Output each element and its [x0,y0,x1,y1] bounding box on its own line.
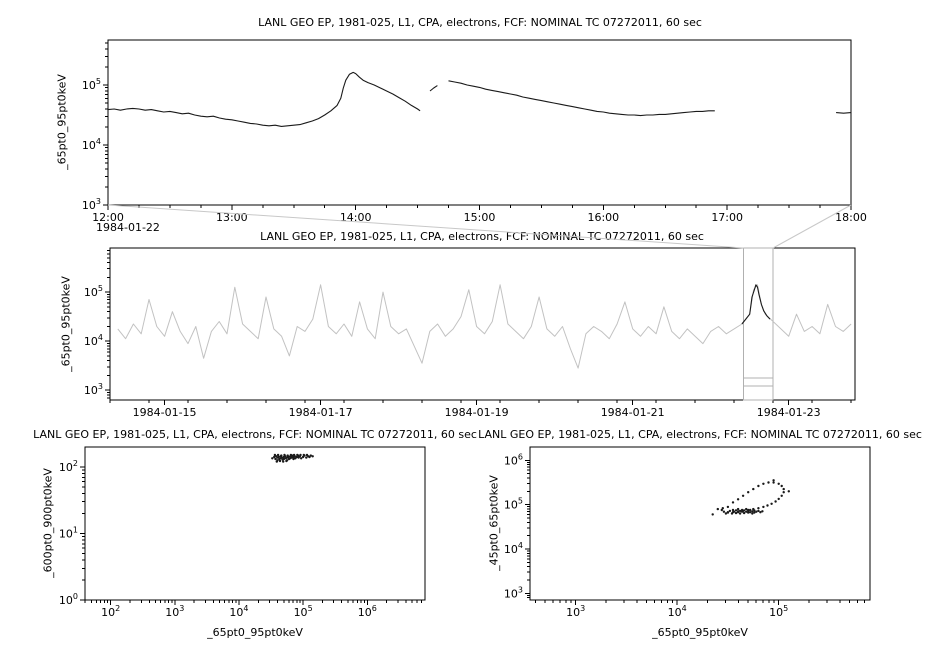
svg-text:1984-01-21: 1984-01-21 [601,406,665,419]
svg-text:106: 106 [504,452,523,467]
x-axis-label-scatter-left: _65pt0_95pt0keV [207,626,303,639]
svg-text:104: 104 [229,604,248,619]
svg-text:14:00: 14:00 [340,211,372,224]
x-axis-label-scatter-right: _65pt0_95pt0keV [652,626,748,639]
svg-text:105: 105 [82,77,101,92]
plot-title-scatter-right: LANL GEO EP, 1981-025, L1, CPA, electron… [478,428,922,441]
timeseries-plot-top[interactable]: 12:00 13:00 14:00 15:00 16:00 17:00 18:00 103 10… [0,0,926,232]
svg-text:104: 104 [504,541,523,556]
svg-text:102: 102 [101,604,120,619]
svg-text:101: 101 [59,525,78,540]
svg-text:103: 103 [566,604,585,619]
svg-text:100: 100 [59,592,78,607]
svg-text:18:00: 18:00 [835,211,867,224]
svg-text:15:00: 15:00 [464,211,496,224]
scatter-plot-right[interactable]: 103 104 105 103 104 105 106 [463,427,926,647]
svg-text:103: 103 [504,585,523,600]
svg-text:102: 102 [59,459,78,474]
svg-text:103: 103 [165,604,184,619]
svg-text:105: 105 [294,604,313,619]
plot-title-top: LANL GEO EP, 1981-025, L1, CPA, electron… [258,16,702,29]
scatter-plot-left[interactable]: 102 103 104 105 106 100 101 102 [0,427,463,647]
svg-text:12:00: 12:00 [92,211,124,224]
plot-title-scatter-left: LANL GEO EP, 1981-025, L1, CPA, electron… [33,428,477,441]
svg-text:105: 105 [84,284,103,299]
svg-text:1984-01-17: 1984-01-17 [289,406,353,419]
svg-text:16:00: 16:00 [587,211,619,224]
svg-text:104: 104 [668,604,687,619]
svg-text:106: 106 [358,604,377,619]
svg-text:104: 104 [82,137,101,152]
svg-text:105: 105 [769,604,788,619]
svg-text:103: 103 [84,382,103,397]
svg-text:105: 105 [504,497,523,512]
svg-text:13:00: 13:00 [216,211,248,224]
svg-text:1984-01-23: 1984-01-23 [757,406,821,419]
svg-text:17:00: 17:00 [711,211,743,224]
svg-text:1984-01-15: 1984-01-15 [133,406,197,419]
context-timeseries-plot[interactable]: 1984-01-15 1984-01-17 1984-01-19 1984-01-21… [0,232,926,427]
svg-text:104: 104 [84,333,103,348]
svg-text:1984-01-19: 1984-01-19 [445,406,509,419]
svg-text:103: 103 [82,197,101,212]
